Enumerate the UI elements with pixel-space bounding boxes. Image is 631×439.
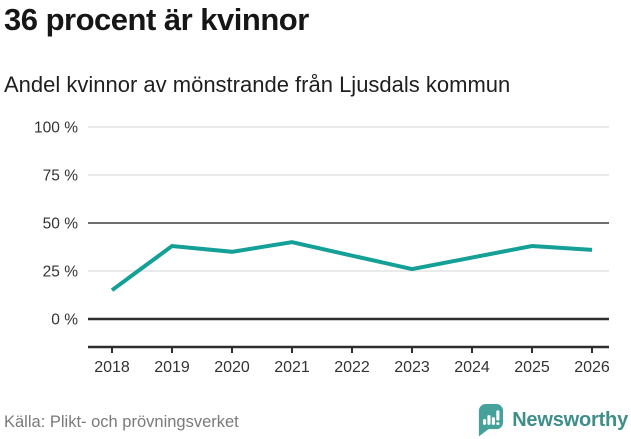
x-tick-label: 2026	[574, 359, 610, 376]
chart-subtitle: Andel kvinnor av mönstrande från Ljusdal…	[4, 72, 511, 97]
x-tick-label: 2024	[454, 359, 490, 376]
bar-1	[483, 419, 487, 425]
x-tick-label: 2021	[274, 359, 310, 376]
x-tick-label: 2025	[514, 359, 550, 376]
y-tick-label: 75 %	[43, 168, 79, 185]
newsworthy-logo-text: Newsworthy	[512, 408, 628, 431]
bar-3	[492, 417, 496, 425]
y-tick-label: 25 %	[43, 264, 79, 281]
source-note: Källa: Plikt- och prövningsverket	[4, 413, 239, 431]
y-tick-label: 50 %	[43, 216, 79, 233]
x-tick-label: 2018	[94, 359, 130, 376]
data-line	[110, 240, 593, 292]
x-tick-label: 2023	[394, 359, 430, 376]
x-tick-label: 2019	[154, 359, 190, 376]
speech-bubble-shape	[479, 404, 504, 437]
bar-2	[487, 415, 491, 425]
line-chart: 0 % 25 % 50 % 75 % 100 % 2018 2019 2020 2021 2022…	[34, 120, 610, 377]
exclamation-dot	[496, 422, 500, 426]
newsworthy-logo: Newsworthy	[476, 403, 628, 437]
chart-title: 36 procent är kvinnor	[4, 2, 309, 37]
exclamation-bar	[496, 410, 500, 421]
x-tick-label: 2022	[334, 359, 370, 376]
x-tick-label: 2020	[214, 359, 250, 376]
y-tick-label: 0 %	[51, 312, 78, 329]
newsworthy-logo-icon	[479, 404, 504, 437]
y-tick-label: 100 %	[34, 120, 78, 137]
